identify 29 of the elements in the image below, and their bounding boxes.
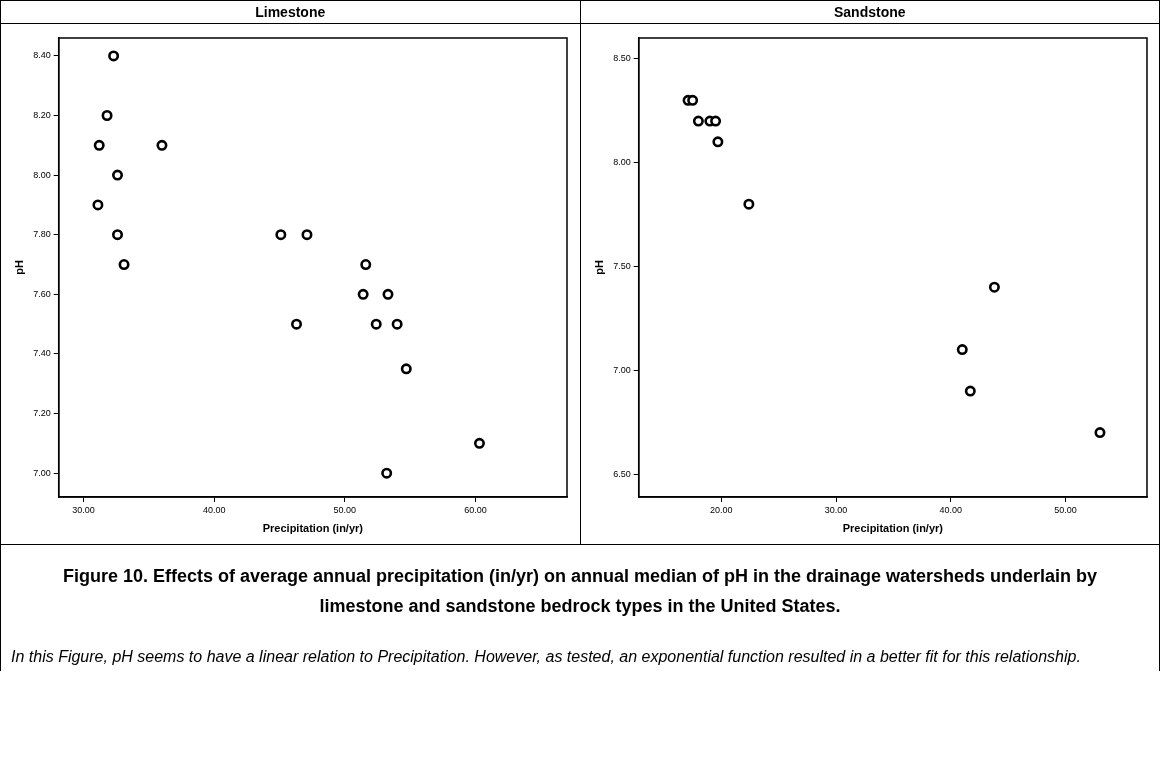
- chart-title: Sandstone: [580, 0, 1159, 24]
- x-tick-label: 30.00: [824, 504, 847, 515]
- x-tick-label: 50.00: [333, 504, 357, 515]
- x-tick-label: 20.00: [709, 504, 733, 515]
- y-tick-label: 8.00: [612, 157, 631, 168]
- y-tick-label: 7.20: [33, 408, 51, 419]
- x-tick-label: 50.00: [1053, 504, 1077, 515]
- y-tick-label: 7.50: [612, 260, 631, 271]
- y-tick-label: 8.00: [33, 169, 51, 180]
- y-tick-label: 8.50: [612, 53, 631, 64]
- x-axis-title: Precipitation (in/yr): [262, 522, 364, 535]
- x-tick-label: 40.00: [939, 504, 962, 515]
- x-tick-label: 30.00: [72, 504, 95, 515]
- y-tick-label: 7.80: [33, 229, 51, 240]
- chart-title: Limestone: [1, 0, 580, 24]
- x-axis-title: Precipitation (in/yr): [842, 522, 943, 535]
- y-tick-label: 7.40: [33, 348, 51, 359]
- y-tick-label: 8.20: [33, 109, 51, 120]
- y-tick-label: 6.50: [612, 468, 631, 479]
- y-axis-title: pH: [592, 260, 605, 275]
- text: Figure 10. Effects of average annual precipitation (in/yr) on annual median of pH in the drainage watersheds underlain by limestone and sandstone bedrock types in the United States.: [61, 565, 1099, 618]
- y-tick-label: 8.40: [33, 50, 51, 61]
- x-tick-label: 40.00: [202, 504, 226, 515]
- y-tick-label: 7.00: [33, 467, 51, 478]
- y-axis-title: pH: [12, 260, 25, 275]
- y-tick-label: 7.00: [612, 364, 631, 375]
- y-tick-label: 7.60: [33, 288, 51, 299]
- x-tick-label: 60.00: [464, 504, 487, 515]
- text: In this Figure, pH seems to have a linear relation to Precipitation. However, as tested, an exponential function resulted in a better fit for this relationship.: [11, 647, 1082, 667]
